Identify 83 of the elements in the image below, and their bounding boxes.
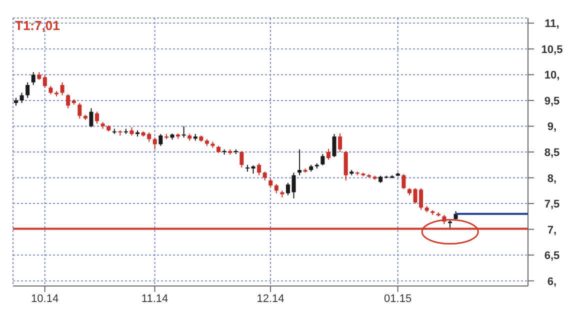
y-tick-label: 8,5 bbox=[544, 147, 560, 159]
candlestick bbox=[193, 134, 198, 141]
candlestick bbox=[152, 138, 157, 150]
candlestick bbox=[314, 163, 319, 168]
candlestick bbox=[396, 172, 400, 176]
candlestick bbox=[182, 126, 186, 138]
candlestick bbox=[164, 134, 168, 140]
candlestick bbox=[350, 170, 354, 176]
candlestick bbox=[210, 142, 215, 148]
candlestick bbox=[20, 92, 24, 104]
candlestick bbox=[402, 174, 406, 190]
candlestick bbox=[42, 76, 47, 88]
candlestick bbox=[268, 178, 273, 188]
candlestick bbox=[72, 99, 76, 105]
candlestick bbox=[199, 136, 204, 142]
candlestick bbox=[303, 168, 308, 173]
candlestick bbox=[448, 220, 452, 228]
candlestick bbox=[292, 172, 296, 198]
candlestick bbox=[37, 72, 42, 80]
candlestick bbox=[257, 163, 262, 176]
candlestick bbox=[280, 190, 284, 198]
candlestick bbox=[424, 206, 429, 212]
candlestick bbox=[366, 174, 371, 178]
candlestick bbox=[326, 148, 330, 160]
candlestick bbox=[344, 150, 348, 180]
candlestick bbox=[66, 94, 70, 108]
candlestick bbox=[95, 112, 100, 124]
candlestick bbox=[83, 114, 88, 120]
candlestick bbox=[338, 133, 342, 152]
candlestick bbox=[170, 133, 174, 140]
candlestick bbox=[14, 98, 18, 106]
x-tick-label: 01.15 bbox=[384, 292, 412, 305]
candlestick bbox=[31, 72, 36, 85]
candlestick bbox=[234, 149, 238, 154]
candlestick bbox=[176, 133, 180, 139]
ref-line-label: T1:7,01 bbox=[15, 18, 60, 33]
candlestick bbox=[355, 172, 360, 176]
candlestick bbox=[274, 184, 278, 194]
y-tick-label: 9,5 bbox=[544, 95, 560, 108]
candlestick bbox=[378, 176, 383, 183]
y-tick-label: 9, bbox=[547, 121, 557, 134]
x-tick-label: 12.14 bbox=[256, 292, 284, 305]
candlestick bbox=[124, 128, 128, 134]
candlestick bbox=[240, 150, 244, 168]
candlestick bbox=[204, 139, 209, 146]
x-tick-label: 10.14 bbox=[31, 292, 59, 305]
candlestick bbox=[298, 149, 302, 176]
y-tick-label: 10, bbox=[544, 70, 560, 82]
candlestick bbox=[188, 134, 192, 141]
candlestick bbox=[436, 212, 440, 216]
x-tick-label: 11.14 bbox=[141, 292, 168, 305]
candlestick bbox=[216, 146, 221, 154]
y-tick-label: 7, bbox=[547, 224, 557, 236]
candlestick bbox=[222, 149, 226, 155]
candlestick bbox=[286, 182, 290, 196]
y-tick-label: 6,5 bbox=[544, 250, 560, 262]
y-tick-label: 10,5 bbox=[541, 44, 563, 56]
candlestick bbox=[54, 91, 59, 96]
candlestick bbox=[112, 128, 116, 134]
candlestick bbox=[60, 82, 64, 96]
candlestick bbox=[320, 154, 325, 166]
y-tick-label: 7,5 bbox=[544, 198, 560, 211]
candlestick bbox=[332, 134, 336, 158]
candlestick bbox=[106, 125, 111, 132]
candlestick bbox=[89, 108, 94, 128]
y-tick-label: 8, bbox=[547, 172, 557, 185]
candlestick bbox=[430, 210, 435, 215]
candlestick bbox=[100, 122, 105, 129]
candlestick bbox=[158, 134, 163, 146]
candlestick bbox=[309, 164, 314, 172]
candlestick bbox=[136, 130, 140, 137]
candlestick bbox=[78, 103, 82, 118]
y-tick-label: 11, bbox=[544, 18, 560, 30]
candlestick bbox=[372, 176, 377, 180]
candlestick bbox=[228, 149, 232, 155]
candlestick bbox=[48, 86, 53, 94]
candlestick bbox=[130, 127, 134, 136]
candlestick bbox=[262, 172, 267, 180]
candlestick bbox=[361, 172, 366, 176]
candlestick bbox=[407, 188, 412, 196]
candlestick bbox=[118, 130, 122, 136]
y-tick-label: 6, bbox=[547, 276, 557, 288]
candlestick bbox=[26, 82, 30, 98]
